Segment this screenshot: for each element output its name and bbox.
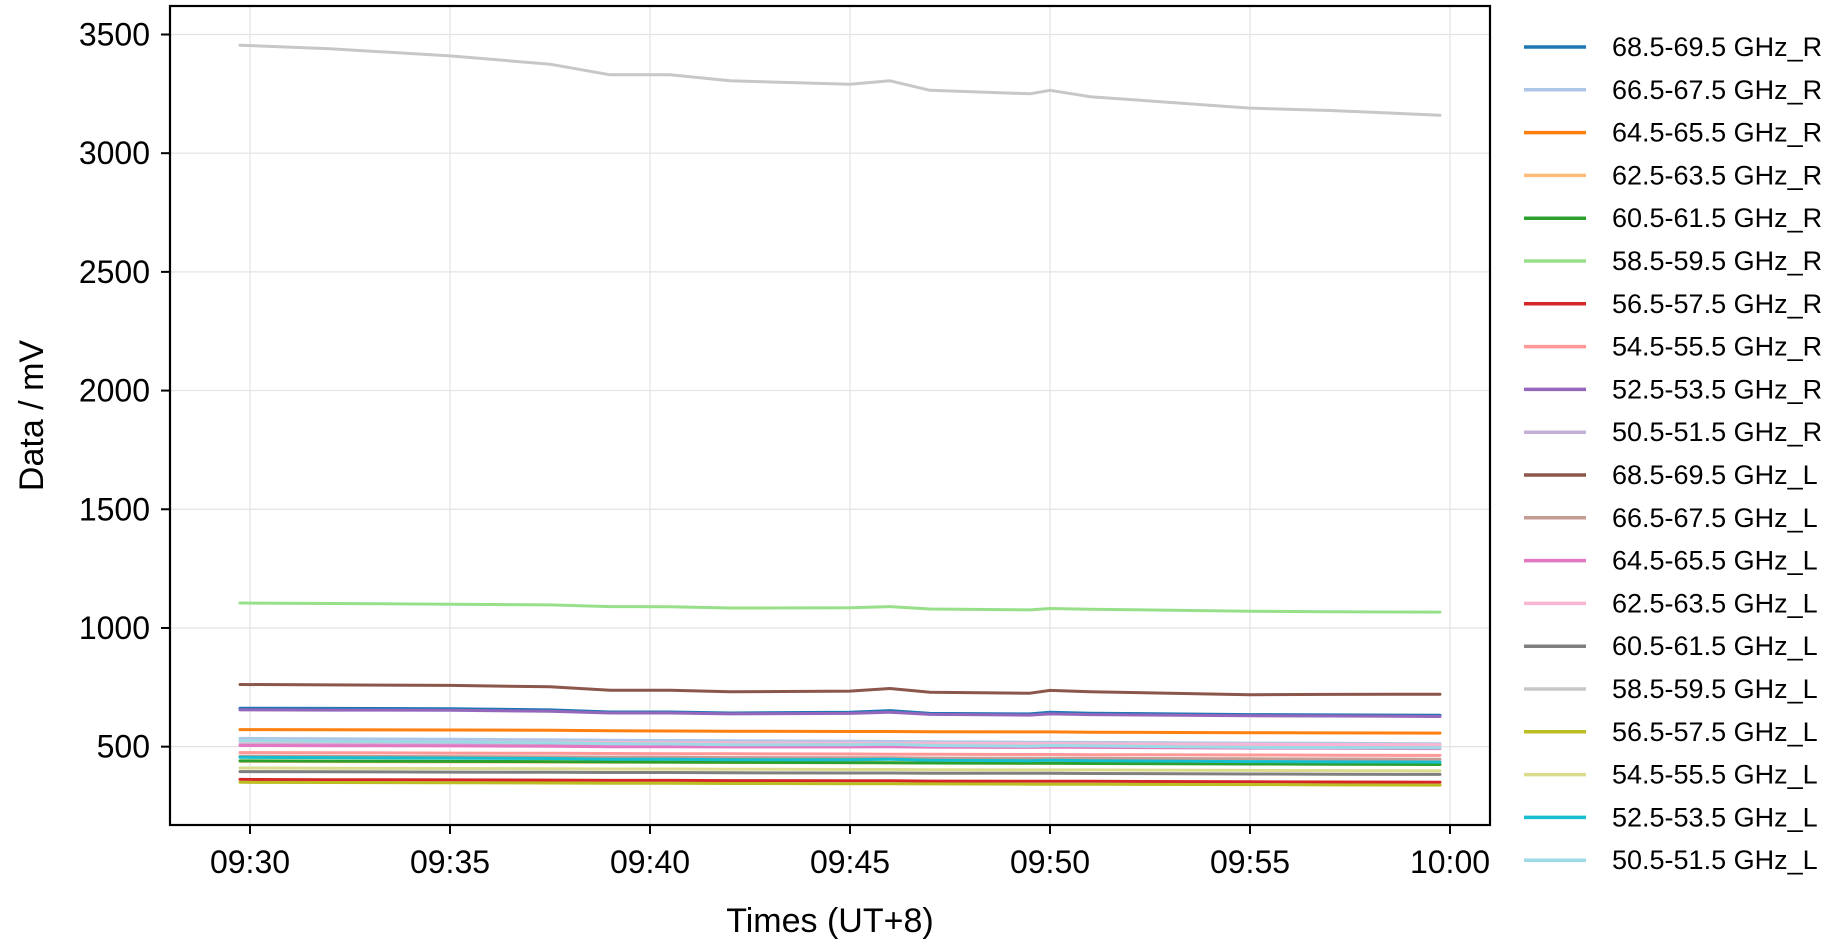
legend-label: 58.5-59.5 GHz_L: [1612, 674, 1818, 704]
series-line: [238, 683, 1442, 697]
legend-item: 52.5-53.5 GHz_R: [1524, 374, 1822, 404]
series-line: [238, 780, 1442, 787]
legend-label: 52.5-53.5 GHz_R: [1612, 374, 1822, 404]
plot-frame: [168, 4, 1492, 827]
y-tick-label: 1000: [79, 610, 150, 646]
series-line: [238, 766, 1442, 773]
legend-item: 60.5-61.5 GHz_L: [1524, 631, 1818, 661]
legend-label: 68.5-69.5 GHz_R: [1612, 32, 1822, 62]
legend-label: 64.5-65.5 GHz_L: [1612, 546, 1818, 576]
legend-item: 62.5-63.5 GHz_L: [1524, 588, 1818, 618]
series-line: [238, 751, 1442, 757]
legend-item: 54.5-55.5 GHz_L: [1524, 760, 1818, 790]
legend-item: 56.5-57.5 GHz_L: [1524, 717, 1818, 747]
y-tick-label: 1500: [79, 491, 150, 527]
legend-label: 54.5-55.5 GHz_L: [1612, 760, 1818, 790]
legend-item: 68.5-69.5 GHz_R: [1524, 32, 1822, 62]
legend-item: 56.5-57.5 GHz_R: [1524, 289, 1822, 319]
legend-label: 64.5-65.5 GHz_R: [1612, 118, 1822, 148]
y-tick-label: 500: [97, 729, 150, 765]
legend-label: 56.5-57.5 GHz_R: [1612, 289, 1822, 319]
legend-item: 66.5-67.5 GHz_L: [1524, 503, 1818, 533]
series-line: [238, 601, 1442, 614]
legend-label: 66.5-67.5 GHz_R: [1612, 75, 1822, 105]
series-line: [238, 759, 1442, 766]
legend-item: 66.5-67.5 GHz_R: [1524, 75, 1822, 105]
legend: 68.5-69.5 GHz_R 66.5-67.5 GHz_R 64.5-65.5 …: [1524, 32, 1822, 875]
legend-label: 50.5-51.5 GHz_R: [1612, 417, 1822, 447]
series-line: [238, 754, 1442, 761]
grid-lines: [170, 6, 1490, 825]
legend-item: 64.5-65.5 GHz_L: [1524, 546, 1818, 576]
series-line: [238, 43, 1442, 117]
legend-label: 60.5-61.5 GHz_R: [1612, 203, 1822, 233]
legend-item: 62.5-63.5 GHz_R: [1524, 160, 1822, 190]
series-line: [238, 777, 1442, 784]
legend-item: 50.5-51.5 GHz_L: [1524, 845, 1818, 875]
y-tick-label: 3500: [79, 16, 150, 52]
legend-label: 62.5-63.5 GHz_L: [1612, 588, 1818, 618]
legend-item: 52.5-53.5 GHz_L: [1524, 802, 1818, 832]
y-axis-ticks: 500 1000 1500 2000 2500 3000 3500: [79, 16, 170, 765]
x-tick-label: 10:00: [1410, 844, 1490, 880]
legend-item: 58.5-59.5 GHz_R: [1524, 246, 1822, 276]
x-tick-label: 09:35: [410, 844, 490, 880]
legend-item: 68.5-69.5 GHz_L: [1524, 460, 1818, 490]
y-tick-label: 2500: [79, 254, 150, 290]
y-tick-label: 2000: [79, 373, 150, 409]
legend-label: 50.5-51.5 GHz_L: [1612, 845, 1818, 875]
series-line: [238, 770, 1442, 776]
y-tick-label: 3000: [79, 135, 150, 171]
x-axis-ticks: 09:30 09:35 09:40 09:45 09:50 09:55 10:00: [210, 825, 1490, 880]
series-line: [238, 739, 1442, 750]
legend-label: 62.5-63.5 GHz_R: [1612, 160, 1822, 190]
legend-item: 50.5-51.5 GHz_R: [1524, 417, 1822, 447]
legend-item: 60.5-61.5 GHz_R: [1524, 203, 1822, 233]
series-line: [238, 755, 1442, 764]
legend-item: 54.5-55.5 GHz_R: [1524, 332, 1822, 362]
legend-label: 54.5-55.5 GHz_R: [1612, 332, 1822, 362]
x-tick-label: 09:40: [610, 844, 690, 880]
legend-label: 60.5-61.5 GHz_L: [1612, 631, 1818, 661]
x-tick-label: 09:50: [1010, 844, 1090, 880]
x-tick-label: 09:45: [810, 844, 890, 880]
legend-item: 58.5-59.5 GHz_L: [1524, 674, 1818, 704]
legend-label: 52.5-53.5 GHz_L: [1612, 802, 1818, 832]
legend-label: 68.5-69.5 GHz_L: [1612, 460, 1818, 490]
legend-label: 66.5-67.5 GHz_L: [1612, 503, 1818, 533]
x-tick-label: 09:30: [210, 844, 290, 880]
series-line: [238, 708, 1442, 718]
x-tick-label: 09:55: [1210, 844, 1290, 880]
legend-label: 56.5-57.5 GHz_L: [1612, 717, 1818, 747]
y-axis-label: Data / mV: [13, 340, 51, 491]
x-axis-label: Times (UT+8): [726, 902, 933, 940]
series-lines: [238, 43, 1442, 787]
legend-item: 64.5-65.5 GHz_R: [1524, 118, 1822, 148]
series-line: [238, 728, 1442, 735]
legend-label: 58.5-59.5 GHz_R: [1612, 246, 1822, 276]
